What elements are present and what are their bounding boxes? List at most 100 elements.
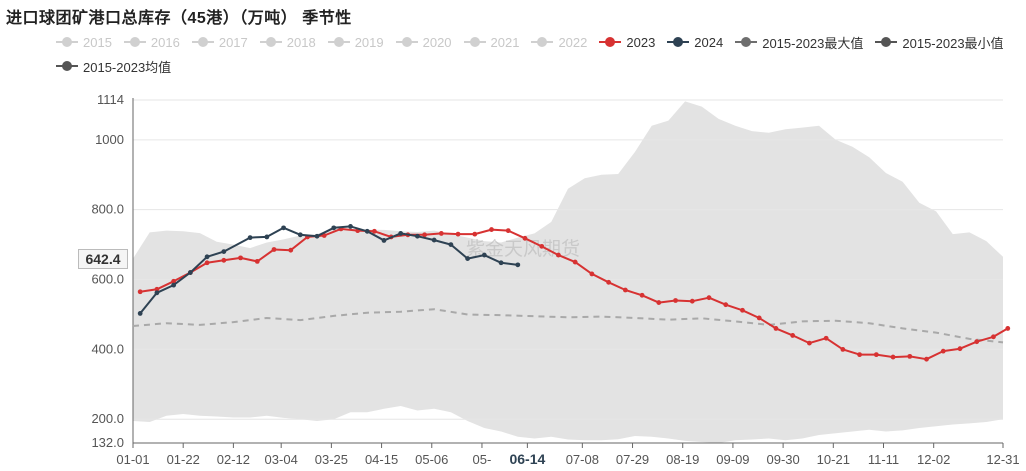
data-point-2024: [465, 256, 471, 261]
legend-marker-icon: [191, 36, 214, 48]
legend-marker-icon: [599, 36, 622, 48]
legend-item-2015-2023最大值[interactable]: 2015-2023最大值: [735, 33, 863, 51]
x-tick-label: 12-31: [986, 452, 1019, 467]
data-point-2023: [472, 231, 478, 237]
data-point-2023: [773, 326, 779, 331]
legend-marker-icon: [56, 60, 78, 72]
data-point-2023: [455, 231, 461, 237]
data-point-2024: [137, 311, 143, 316]
legend-label: 2017: [218, 34, 248, 50]
data-point-2023: [840, 346, 846, 352]
data-point-2024: [398, 231, 404, 236]
data-point-2023: [740, 307, 745, 313]
legend-item-2019[interactable]: 2019: [327, 33, 384, 51]
x-tick-label: 07-08: [566, 452, 599, 467]
x-tick-label: 05-06: [415, 452, 448, 467]
data-point-2023: [723, 302, 729, 308]
data-point-2023: [589, 271, 595, 277]
data-point-2023: [372, 228, 377, 234]
x-tick-label: 01-01: [116, 452, 149, 467]
data-point-2024: [221, 249, 227, 254]
data-point-2024: [171, 282, 177, 288]
legend-item-2020[interactable]: 2020: [395, 33, 452, 51]
data-point-2024: [381, 238, 387, 243]
legend-item-2021[interactable]: 2021: [463, 33, 519, 51]
data-point-2023: [438, 231, 444, 236]
legend-item-2016[interactable]: 2016: [123, 33, 180, 51]
x-tick-label: 03-25: [315, 452, 348, 467]
legend-item-2017[interactable]: 2017: [191, 33, 248, 51]
x-tick-label: 09-30: [766, 452, 799, 467]
x-tick-label: 04-15: [365, 452, 398, 467]
data-point-2023: [288, 247, 294, 253]
data-point-2023: [489, 227, 494, 232]
y-tick-label: 1000: [95, 132, 124, 147]
data-point-2023: [689, 298, 695, 304]
data-point-2024: [314, 233, 320, 239]
legend-item-2015[interactable]: 2015: [56, 33, 112, 51]
legend-marker-icon: [327, 36, 350, 48]
x-tick-label: 06-14: [509, 451, 545, 467]
legend-marker-icon: [875, 36, 898, 48]
legend-label: 2015-2023最大值: [762, 35, 864, 51]
data-point-2023: [137, 289, 143, 295]
data-point-2023: [171, 278, 177, 284]
y-tick-label: 132.0: [91, 435, 124, 450]
data-point-2023: [539, 243, 545, 249]
legend-marker-icon: [56, 36, 78, 48]
data-point-2024: [247, 235, 253, 241]
legend-marker-icon: [259, 36, 282, 48]
data-point-2023: [991, 334, 996, 340]
x-tick-label: 01-22: [167, 452, 200, 467]
y-tick-label: 1114: [97, 92, 124, 107]
data-point-2023: [756, 315, 762, 321]
data-point-2023: [204, 260, 210, 266]
data-point-2023: [1005, 326, 1011, 331]
data-point-2023: [254, 258, 260, 264]
legend-label: 2019: [354, 34, 384, 50]
data-point-2023: [873, 352, 879, 358]
data-point-2023: [924, 356, 929, 362]
legend-marker-icon: [463, 36, 486, 48]
data-point-2024: [264, 234, 270, 240]
axes: 132.0 200.0 400.0 600.0 800.0 1000 1114 01-01 01…: [91, 92, 1019, 467]
legend-label: 2015-2023最小值: [902, 35, 1004, 51]
legend-label: 2020: [422, 34, 452, 50]
legend-item-2015-2023均值[interactable]: 2015-2023均值: [56, 57, 171, 75]
legend-item-2015-2023最小值[interactable]: 2015-2023最小值: [875, 33, 1004, 51]
data-point-2024: [187, 270, 193, 275]
legend-marker-icon: [667, 36, 690, 48]
data-point-2023: [556, 252, 561, 258]
data-point-2023: [673, 298, 678, 303]
data-point-2024: [331, 225, 337, 231]
data-point-2023: [890, 354, 896, 360]
data-point-2023: [940, 348, 946, 354]
legend-marker-icon: [531, 36, 554, 48]
data-point-2024: [448, 242, 454, 248]
legend-item-2022[interactable]: 2022: [531, 33, 587, 51]
legend-label: 2018: [286, 34, 316, 50]
x-tick-label: 07-29: [616, 452, 649, 467]
y-tick-label: 400.0: [91, 341, 124, 356]
data-point-2023: [238, 255, 243, 261]
data-point-2023: [321, 233, 327, 238]
data-point-2023: [857, 352, 862, 358]
legend-item-2024[interactable]: 2024: [667, 33, 723, 51]
legend-item-2023[interactable]: 2023: [599, 33, 655, 51]
data-point-2023: [706, 295, 712, 301]
legend-item-2018[interactable]: 2018: [259, 33, 316, 51]
data-point-2024: [281, 225, 286, 231]
data-point-2024: [481, 252, 487, 258]
data-point-2024: [431, 237, 437, 243]
current-value-label: 642.4: [78, 249, 128, 269]
data-point-2024: [498, 260, 504, 266]
legend-marker-icon: [123, 36, 146, 48]
data-point-2023: [572, 259, 578, 265]
legend-label: 2023: [626, 34, 656, 50]
y-tick-label: 200.0: [91, 411, 124, 426]
data-point-2023: [606, 279, 612, 285]
x-tick-label: 09-09: [716, 452, 749, 467]
data-point-2023: [823, 335, 829, 341]
x-tick-label: 12-02: [917, 452, 950, 467]
